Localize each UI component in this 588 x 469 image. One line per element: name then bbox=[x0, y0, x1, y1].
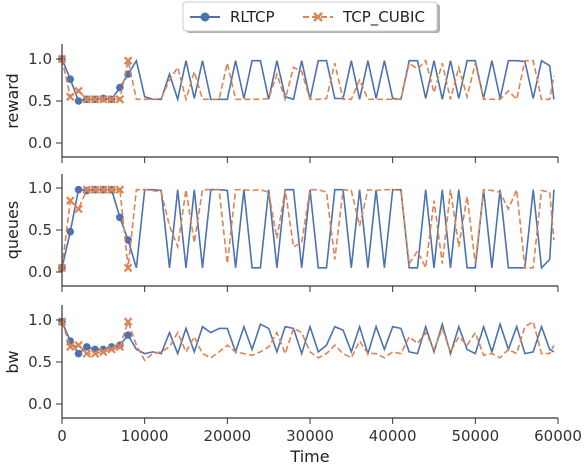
x-axis-label: Time bbox=[289, 447, 329, 466]
queues-cubic-marker bbox=[74, 204, 83, 214]
reward-rltcp-line bbox=[61, 58, 555, 103]
legend-rltcp-marker bbox=[200, 12, 210, 22]
reward-cubic-marker bbox=[107, 95, 116, 104]
bw-cubic-marker bbox=[82, 349, 92, 358]
panel-queues: 1.0 0.5 0.0 queues bbox=[3, 174, 558, 287]
xtick-label: 0 bbox=[57, 427, 67, 445]
bw-rltcp-line bbox=[61, 321, 555, 357]
panel-bw: 1.0 0.5 0.0 bw bbox=[3, 305, 558, 419]
queues-cubic-marker bbox=[123, 263, 133, 273]
queues-ytick-0.0: 0.0 bbox=[28, 263, 52, 281]
bw-cubic-marker bbox=[65, 342, 75, 352]
queues-rltcp-marker bbox=[74, 185, 83, 194]
reward-tcp_cubic-line bbox=[61, 58, 555, 103]
legend-cubic-marker bbox=[313, 12, 323, 22]
reward-cubic-marker bbox=[74, 86, 83, 96]
bw-tcp_cubic-line bbox=[61, 319, 555, 362]
queues-cubic-marker bbox=[99, 185, 108, 194]
xtick-label: 10000 bbox=[121, 427, 169, 445]
queues-rltcp-marker bbox=[66, 227, 75, 236]
reward-rltcp-marker bbox=[66, 75, 75, 83]
reward-cubic-marker bbox=[123, 56, 133, 65]
bw-rltcp-marker bbox=[83, 343, 91, 351]
queues-cubic-marker bbox=[65, 196, 75, 205]
bw-cubic-marker bbox=[115, 342, 125, 352]
queues-ytick-0.5: 0.5 bbox=[28, 221, 52, 239]
bw-ylabel: bw bbox=[3, 350, 22, 373]
xtick-label: 60000 bbox=[534, 427, 582, 445]
panel-reward: 1.0 0.5 0.0 reward bbox=[3, 44, 558, 158]
bw-cubic-marker bbox=[123, 317, 133, 326]
reward-rltcp-marker bbox=[74, 97, 83, 105]
queues-cubic-marker bbox=[90, 185, 100, 194]
reward-ytick-0.0: 0.0 bbox=[28, 134, 52, 152]
bw-rltcp-marker bbox=[124, 331, 132, 339]
reward-ytick-1.0: 1.0 bbox=[28, 50, 52, 68]
reward-ytick-0.5: 0.5 bbox=[28, 92, 52, 110]
legend-cubic-label: TCP_CUBIC bbox=[342, 8, 425, 27]
reward-ylabel: reward bbox=[3, 73, 22, 128]
reward-cubic-marker bbox=[82, 95, 92, 104]
queues-series-layer bbox=[57, 185, 555, 273]
reward-cubic-marker bbox=[115, 95, 125, 104]
queues-rltcp-marker bbox=[116, 213, 124, 222]
queues-ytick-1.0: 1.0 bbox=[28, 179, 52, 197]
xtick-label: 30000 bbox=[286, 427, 334, 445]
x-ticks: 0 10000 20000 30000 40000 50000 60000 bbox=[57, 157, 582, 445]
queues-cubic-marker bbox=[107, 185, 116, 194]
bw-cubic-marker bbox=[74, 340, 83, 350]
bw-rltcp-marker bbox=[74, 349, 83, 358]
queues-cubic-marker bbox=[82, 185, 92, 194]
bw-cubic-marker bbox=[107, 345, 116, 354]
reward-cubic-marker bbox=[99, 95, 108, 104]
bw-ytick-1.0: 1.0 bbox=[28, 311, 52, 329]
bw-ytick-0.5: 0.5 bbox=[28, 353, 52, 371]
bw-cubic-marker bbox=[99, 347, 108, 357]
queues-ylabel: queues bbox=[3, 201, 22, 259]
bw-cubic-marker bbox=[90, 349, 100, 358]
queues-rltcp-marker bbox=[124, 236, 132, 244]
xtick-label: 50000 bbox=[451, 427, 499, 445]
bw-ytick-0.0: 0.0 bbox=[28, 395, 52, 413]
reward-series-layer bbox=[57, 54, 555, 105]
legend-rltcp-label: RLTCP bbox=[230, 8, 275, 26]
legend-box bbox=[182, 1, 438, 32]
queues-cubic-marker bbox=[115, 185, 125, 194]
reward-cubic-marker bbox=[90, 95, 100, 104]
xtick-label: 20000 bbox=[203, 427, 251, 445]
bw-series-layer bbox=[57, 317, 555, 362]
reward-cubic-marker bbox=[65, 92, 75, 102]
xtick-label: 40000 bbox=[369, 427, 417, 445]
legend: RLTCP TCP_CUBIC bbox=[182, 1, 440, 33]
queues-tcp_cubic-line bbox=[61, 186, 555, 271]
